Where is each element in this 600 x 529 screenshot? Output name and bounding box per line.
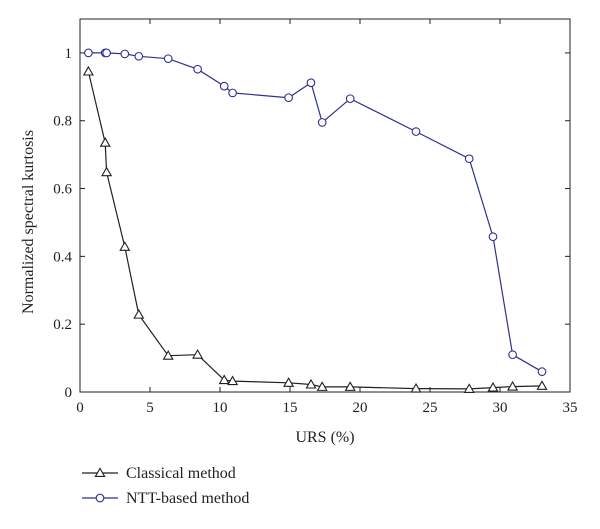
data-point <box>488 232 498 242</box>
data-point <box>120 49 130 59</box>
x-tick-label: 30 <box>493 400 508 416</box>
legend-marker <box>95 493 105 503</box>
data-point <box>464 154 474 164</box>
data-point <box>487 381 499 392</box>
series-1 <box>82 65 548 393</box>
data-point <box>84 48 93 58</box>
x-tick-label: 15 <box>283 400 298 416</box>
y-tick-label: 0.6 <box>53 182 72 198</box>
x-tick-label: 0 <box>76 400 84 416</box>
data-point <box>345 94 355 104</box>
series-2 <box>84 48 547 377</box>
data-point <box>316 381 328 391</box>
plot-area <box>79 18 571 393</box>
data-point <box>219 81 229 91</box>
data-point <box>410 382 422 393</box>
data-point <box>218 374 230 385</box>
y-axis-title: Normalized spectral kurtosis <box>20 130 37 314</box>
data-point <box>306 78 316 88</box>
data-point <box>283 377 295 387</box>
data-point <box>537 367 547 377</box>
data-point <box>163 54 173 64</box>
data-point <box>133 308 145 319</box>
plot-frame <box>79 18 571 393</box>
data-point <box>82 65 94 76</box>
data-point <box>284 93 293 103</box>
legend-marker <box>94 467 106 478</box>
data-point <box>507 380 519 391</box>
data-point <box>119 241 131 251</box>
data-point <box>411 127 421 136</box>
data-point <box>463 383 475 393</box>
data-point <box>193 64 202 74</box>
series-layer <box>82 48 548 393</box>
series-line <box>88 52 543 373</box>
x-tick-label: 5 <box>146 400 154 416</box>
x-tick-label: 35 <box>563 400 578 416</box>
y-tick-label: 0.4 <box>53 249 72 265</box>
data-point <box>305 378 317 389</box>
data-point <box>227 375 239 386</box>
data-point <box>508 350 517 360</box>
y-tick-label: 0 <box>65 385 73 401</box>
y-tick-label: 0.2 <box>53 317 72 333</box>
data-point <box>134 51 144 61</box>
series-line <box>87 71 543 390</box>
x-tick-label: 10 <box>213 400 228 416</box>
x-axis: 0 5 10 15 20 25 30 35 <box>76 19 578 416</box>
data-point <box>101 166 113 177</box>
data-point <box>102 48 111 58</box>
legend: Classical method NTT-based method <box>82 465 249 507</box>
data-point <box>162 350 174 360</box>
x-axis-title: URS (%) <box>295 429 354 446</box>
legend-label: Classical method <box>126 465 236 482</box>
y-tick-label: 0.8 <box>53 114 72 130</box>
y-tick-label: 1 <box>65 46 73 62</box>
legend-label: NTT-based method <box>126 490 249 507</box>
x-tick-label: 25 <box>423 400 438 416</box>
y-axis: 0 0.2 0.4 0.6 0.8 1 <box>53 46 570 401</box>
data-point <box>192 348 204 359</box>
data-point <box>536 380 548 390</box>
data-point <box>228 88 237 98</box>
x-tick-label: 20 <box>353 400 368 416</box>
data-point <box>99 137 111 147</box>
data-point <box>344 381 356 391</box>
data-point <box>317 118 327 127</box>
